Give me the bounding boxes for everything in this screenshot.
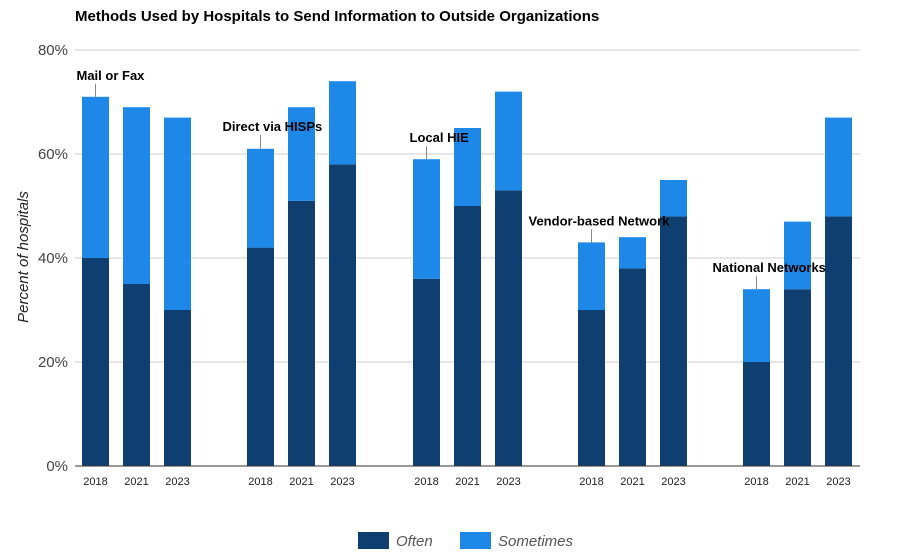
bar-sometimes	[123, 107, 150, 284]
x-tick-label: 2023	[330, 476, 354, 488]
bar-often	[578, 310, 605, 466]
x-tick-label: 2021	[785, 476, 809, 488]
bar-sometimes	[454, 128, 481, 206]
bars	[82, 81, 852, 467]
group-labels: Mail or Fax Direct via HISPs Local HIE Vend…	[77, 68, 826, 290]
chart-title: Methods Used by Hospitals to Send Inform…	[75, 8, 599, 25]
bar-often	[495, 190, 522, 466]
legend-swatch-often	[358, 532, 389, 549]
bar-sometimes	[413, 159, 440, 279]
group-label: Vendor-based Network	[529, 213, 671, 228]
x-tick-label: 2018	[414, 476, 438, 488]
axes: 0% 20% 40% 60% 80% 2018 2021 2023 2018 2021 2023 20…	[38, 42, 860, 488]
bar-often	[413, 278, 440, 466]
bar-often	[164, 310, 191, 466]
bar-sometimes	[247, 148, 274, 248]
bar-sometimes	[619, 237, 646, 269]
bar-often	[288, 200, 315, 467]
x-tick-label: 2021	[620, 476, 644, 488]
x-tick-label: 2021	[289, 476, 313, 488]
x-tick-label: 2018	[248, 476, 272, 488]
group-label: National Networks	[713, 260, 826, 275]
bar-often	[123, 284, 150, 466]
bar-often	[660, 216, 687, 466]
x-tick-label: 2023	[661, 476, 685, 488]
bar-sometimes	[660, 180, 687, 217]
bar-sometimes	[82, 96, 109, 258]
y-axis-label: Percent of hospitals	[15, 191, 32, 323]
x-tick-label: 2018	[579, 476, 603, 488]
bar-sometimes	[825, 117, 852, 217]
bar-often	[743, 362, 770, 466]
x-tick-label: 2023	[826, 476, 850, 488]
bar-often	[329, 164, 356, 466]
x-tick-label: 2021	[455, 476, 479, 488]
legend-swatch-sometimes	[460, 532, 491, 549]
group-label: Direct via HISPs	[223, 119, 323, 134]
y-tick-label: 60%	[38, 146, 68, 163]
bar-often	[247, 247, 274, 466]
x-tick-label: 2021	[124, 476, 148, 488]
bar-often	[825, 216, 852, 466]
x-tick-label: 2018	[83, 476, 107, 488]
bar-often	[784, 289, 811, 466]
x-tick-label: 2018	[744, 476, 768, 488]
bar-sometimes	[743, 289, 770, 362]
bar-sometimes	[495, 91, 522, 191]
x-tick-label: 2023	[165, 476, 189, 488]
legend-label-often: Often	[396, 533, 433, 550]
group-label: Local HIE	[410, 130, 470, 145]
y-tick-label: 40%	[38, 250, 68, 267]
y-tick-label: 20%	[38, 354, 68, 371]
bar-sometimes	[578, 242, 605, 310]
legend: Often Sometimes	[358, 532, 574, 550]
bar-sometimes	[288, 107, 315, 201]
bar-sometimes	[164, 117, 191, 310]
bar-often	[82, 258, 109, 466]
bar-sometimes	[784, 221, 811, 290]
y-tick-label: 80%	[38, 42, 68, 59]
bar-often	[454, 206, 481, 466]
legend-label-sometimes: Sometimes	[498, 533, 574, 550]
bar-sometimes	[329, 81, 356, 165]
y-tick-label: 0%	[46, 458, 68, 475]
bar-often	[619, 268, 646, 466]
x-tick-label: 2023	[496, 476, 520, 488]
group-label: Mail or Fax	[77, 68, 146, 83]
